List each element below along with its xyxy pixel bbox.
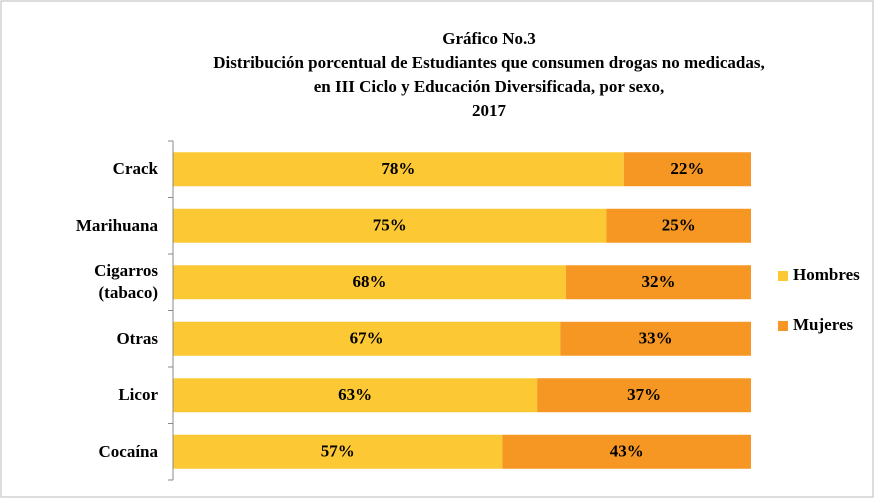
- bar-segment: [173, 321, 561, 356]
- data-label: 25%: [662, 216, 696, 235]
- y-tick-label: Otras: [116, 328, 158, 348]
- data-label: 78%: [381, 159, 415, 178]
- chart-title: Gráfico No.3: [442, 29, 535, 48]
- data-label: 37%: [627, 385, 661, 404]
- bar-segment: [173, 434, 503, 469]
- chart-title: Distribución porcentual de Estudiantes q…: [213, 53, 764, 72]
- data-label: 67%: [350, 329, 384, 348]
- data-label: 43%: [610, 442, 644, 461]
- bar-segment: [173, 378, 538, 413]
- legend-swatch: [778, 271, 788, 281]
- data-label: 63%: [338, 385, 372, 404]
- bar-segment: [623, 152, 751, 187]
- bar-segment: [566, 265, 751, 300]
- y-tick-label: Cocaína: [98, 441, 159, 461]
- chart-title: en III Ciclo y Educación Diversificada, …: [314, 77, 665, 96]
- y-tick-label: Marihuana: [75, 215, 158, 235]
- data-label: 57%: [321, 442, 355, 461]
- y-tick-label: Cigarros (tabaco): [94, 261, 158, 303]
- legend-label: Hombres: [793, 265, 860, 284]
- data-label: 68%: [353, 272, 387, 291]
- bar-segment: [537, 378, 751, 413]
- data-label: 33%: [639, 329, 673, 348]
- bar-segment: [502, 434, 751, 469]
- bar-segment: [173, 208, 607, 243]
- bar-segment: [173, 265, 567, 300]
- legend-swatch: [778, 321, 788, 331]
- data-label: 75%: [373, 216, 407, 235]
- bar-segment: [606, 208, 751, 243]
- bar-segment: [560, 321, 751, 356]
- bar-segment: [173, 152, 624, 187]
- legend-label: Mujeres: [793, 315, 853, 334]
- y-tick-label: Crack: [112, 159, 158, 179]
- data-label: 32%: [642, 272, 676, 291]
- y-tick-label: Licor: [118, 385, 158, 405]
- chart-title: 2017: [472, 101, 507, 120]
- data-label: 22%: [670, 159, 704, 178]
